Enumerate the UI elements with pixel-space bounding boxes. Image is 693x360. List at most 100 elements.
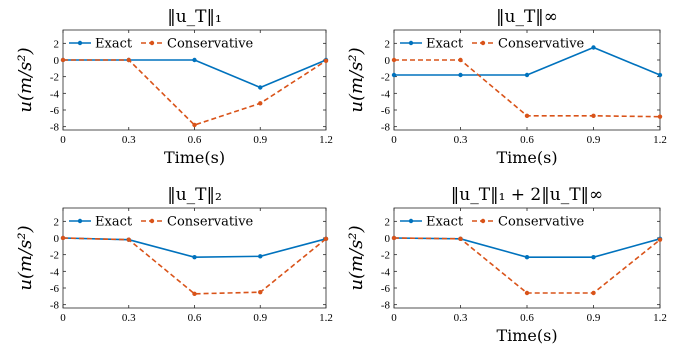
y-tick-label: -4	[50, 88, 60, 100]
legend-marker-conservative	[150, 41, 154, 45]
series-line-conservative	[63, 238, 326, 294]
x-tick-label: 0	[60, 134, 66, 146]
chart-panel-1: 0 0.3 0.6 0.9 1.2 2 0 -2 -4 -6 -8 ‖u_T‖₁ u(m/s²) Time…	[15, 7, 333, 167]
chart-title: ‖u_T‖₂	[167, 185, 222, 205]
legend-marker-exact	[78, 219, 82, 223]
data-point-conservative	[591, 114, 595, 118]
data-point-conservative	[192, 123, 196, 127]
legend: Exact Conservative	[69, 215, 254, 230]
data-point-conservative	[458, 237, 462, 241]
y-tick-label: -2	[381, 250, 390, 262]
x-tick-label: 0	[391, 312, 397, 324]
y-tick-label: 2	[54, 216, 60, 228]
x-tick-label: 0	[60, 312, 66, 324]
y-tick-label: -4	[50, 266, 60, 278]
legend-label-exact: Exact	[95, 37, 133, 52]
legend-marker-exact	[78, 41, 82, 45]
chart-panel-3: 0 0.3 0.6 0.9 1.2 2 0 -2 -4 -6 -8 ‖u_T‖₂ u(m/s²) Exac…	[15, 185, 333, 324]
data-point-conservative	[324, 237, 328, 241]
series-line-exact	[394, 238, 660, 257]
data-point-exact	[258, 85, 262, 89]
series-line-exact	[63, 60, 326, 88]
legend-label-exact: Exact	[426, 37, 464, 52]
y-tick-label: -8	[381, 300, 391, 312]
x-tick-label: 0.3	[454, 312, 468, 324]
y-tick-label: 0	[385, 55, 391, 67]
y-tick-label: -8	[381, 122, 391, 134]
legend: Exact Conservative	[69, 37, 254, 52]
legend: Exact Conservative	[400, 215, 585, 230]
y-tick-label: -2	[381, 72, 390, 84]
data-point-conservative	[658, 237, 662, 241]
data-point-exact	[591, 45, 595, 49]
x-tick-label: 1.2	[653, 312, 667, 324]
series-line-conservative	[394, 238, 660, 293]
legend-label-conservative: Conservative	[167, 37, 254, 52]
y-tick-label: -8	[50, 300, 60, 312]
legend-marker-exact	[409, 41, 413, 45]
x-axis-label: Time(s)	[496, 148, 557, 167]
y-axis-label: u(m/s²)	[346, 225, 367, 290]
x-tick-label: 0.9	[253, 134, 267, 146]
x-tick-label: 0.6	[188, 312, 202, 324]
x-tick-label: 0.9	[253, 312, 267, 324]
data-point-exact	[525, 73, 529, 77]
y-axis-label: u(m/s²)	[15, 225, 36, 290]
data-point-exact	[458, 73, 462, 77]
data-point-conservative	[127, 58, 131, 62]
series-line-exact	[63, 238, 326, 257]
y-tick-label: -4	[381, 88, 391, 100]
legend-marker-exact	[409, 219, 413, 223]
y-tick-label: 0	[54, 233, 60, 245]
x-axis-label: Time(s)	[496, 326, 557, 345]
x-tick-label: 1.2	[653, 134, 667, 146]
chart-title: ‖u_T‖∞	[496, 7, 558, 27]
x-tick-label: 0.3	[122, 312, 136, 324]
x-tick-label: 0.6	[520, 134, 534, 146]
data-point-conservative	[525, 291, 529, 295]
legend-marker-conservative	[150, 219, 154, 223]
y-tick-label: 2	[54, 38, 60, 50]
data-point-conservative	[61, 236, 65, 240]
legend-label-conservative: Conservative	[498, 37, 585, 52]
data-point-conservative	[658, 114, 662, 118]
data-point-exact	[591, 255, 595, 259]
y-tick-label: -4	[381, 266, 391, 278]
x-tick-label: 0.6	[188, 134, 202, 146]
y-tick-label: -8	[50, 122, 60, 134]
chart-panel-2: 0 0.3 0.6 0.9 1.2 2 0 -2 -4 -6 -8 ‖u_T‖∞ u(m/s²) Time…	[346, 7, 667, 167]
y-tick-label: -6	[381, 283, 391, 295]
x-tick-label: 0.3	[454, 134, 468, 146]
y-axis-label: u(m/s²)	[15, 47, 36, 112]
y-tick-label: 2	[385, 216, 391, 228]
data-point-exact	[658, 73, 662, 77]
data-point-conservative	[525, 114, 529, 118]
y-tick-label: -6	[50, 105, 60, 117]
data-point-exact	[392, 73, 396, 77]
y-tick-label: -2	[50, 250, 59, 262]
data-point-conservative	[458, 58, 462, 62]
y-axis-label: u(m/s²)	[346, 47, 367, 112]
data-point-conservative	[127, 237, 131, 241]
data-point-exact	[258, 254, 262, 258]
y-tick-label: 0	[385, 233, 391, 245]
legend: Exact Conservative	[400, 37, 585, 52]
legend-label-exact: Exact	[95, 215, 133, 230]
chart-panel-4: 0 0.3 0.6 0.9 1.2 2 0 -2 -4 -6 -8 ‖u_T‖₁ + 2‖u_T‖∞u…	[346, 185, 667, 345]
chart-title: ‖u_T‖₁	[167, 7, 222, 27]
series-line-exact	[394, 48, 660, 76]
data-point-exact	[192, 255, 196, 259]
y-tick-label: 0	[54, 55, 60, 67]
x-tick-label: 1.2	[319, 312, 333, 324]
y-tick-label: 2	[385, 38, 391, 50]
x-tick-label: 0.3	[122, 134, 136, 146]
data-point-conservative	[192, 292, 196, 296]
x-tick-label: 0.6	[520, 312, 534, 324]
data-point-conservative	[258, 290, 262, 294]
y-tick-label: -2	[50, 72, 59, 84]
data-point-conservative	[324, 59, 328, 63]
data-point-conservative	[392, 58, 396, 62]
legend-marker-conservative	[481, 219, 485, 223]
data-point-conservative	[392, 236, 396, 240]
